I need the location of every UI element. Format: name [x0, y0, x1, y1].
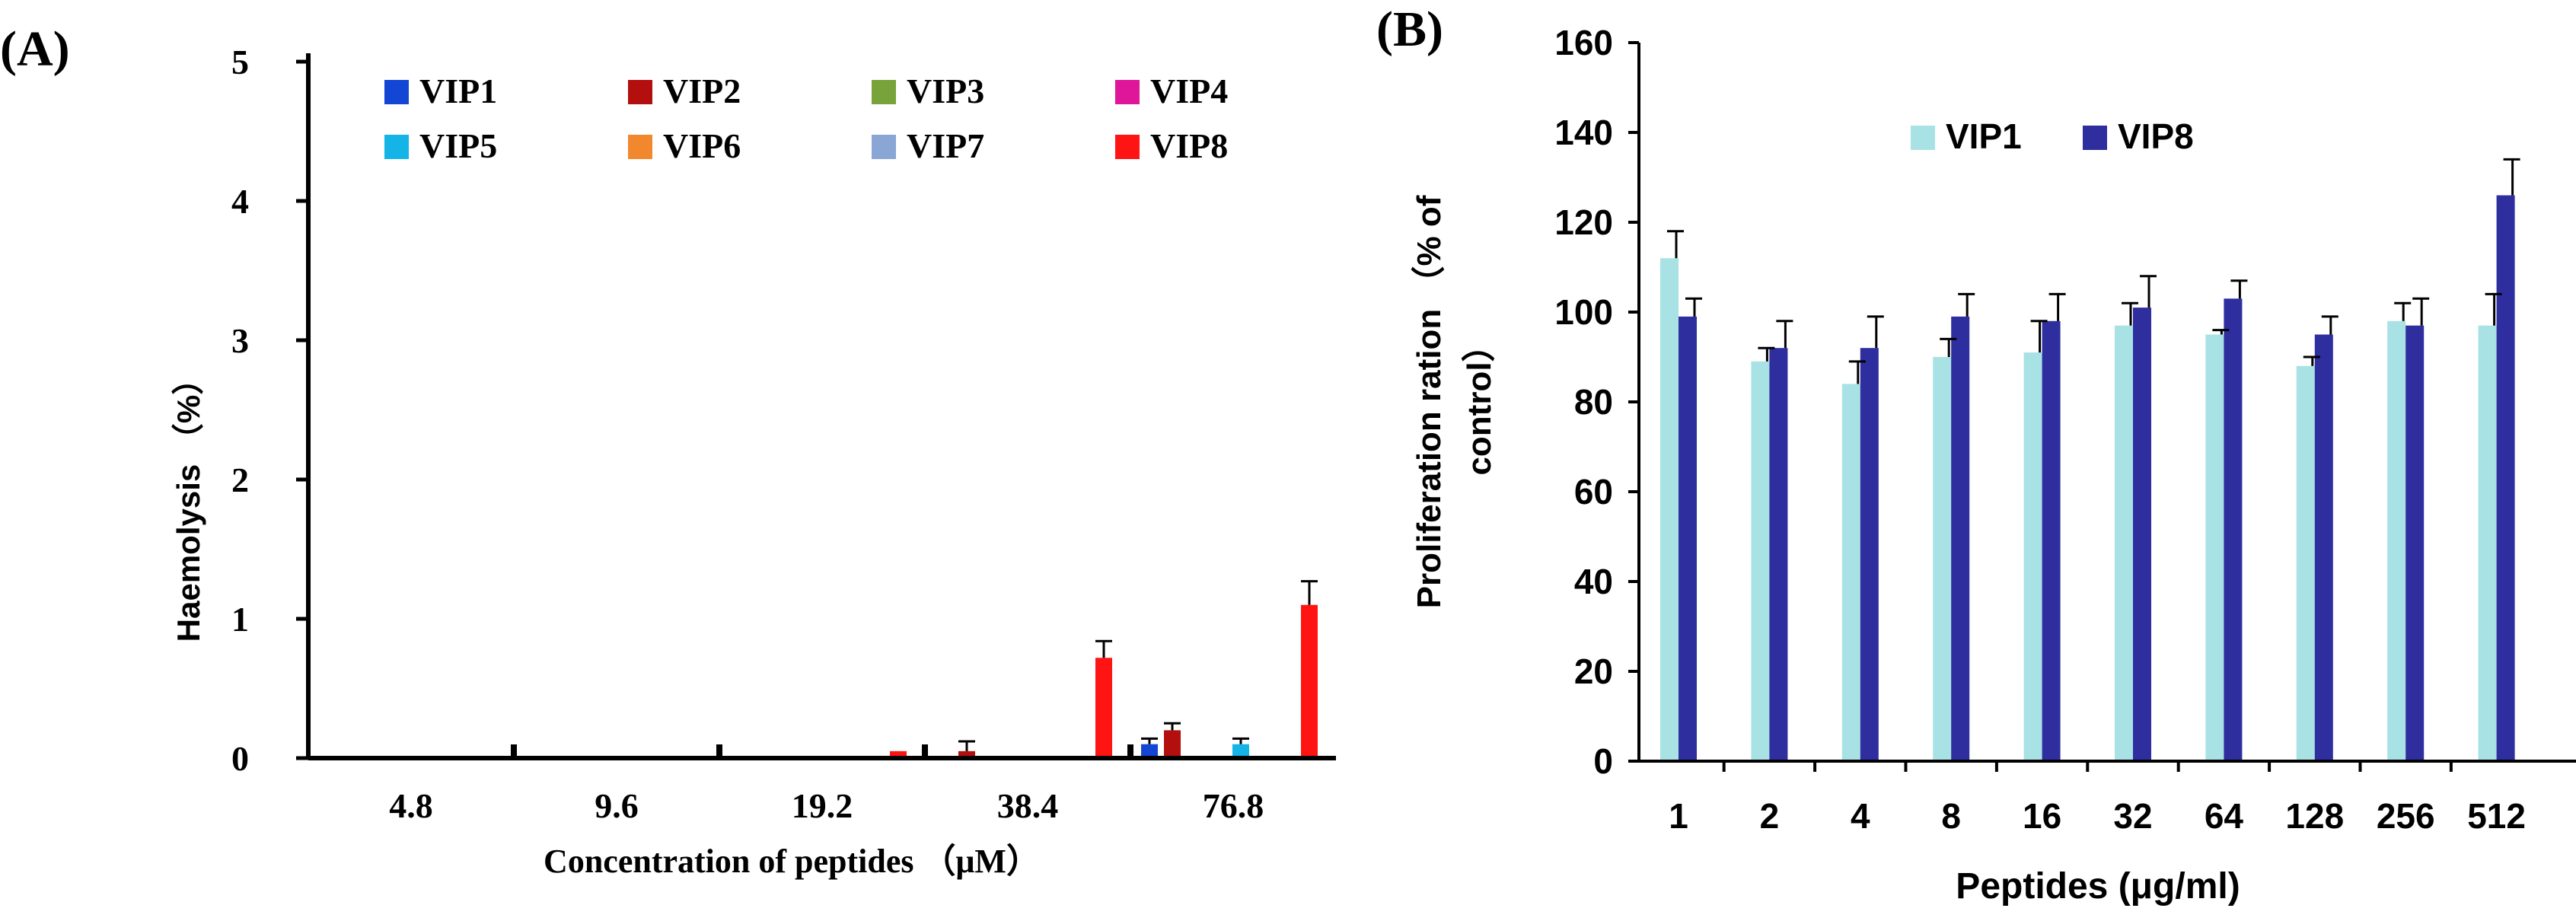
panel-a-label: (A)	[0, 21, 70, 77]
x-tick-label-16: 16	[2023, 796, 2061, 836]
bar-vip8-1	[1679, 316, 1697, 761]
x-tick-label-512: 512	[2467, 796, 2526, 836]
bar-vip2-76-8	[1164, 730, 1181, 758]
x-tick-label-76-8: 76.8	[1203, 786, 1264, 825]
legend-swatch-vip6	[628, 135, 652, 159]
bar-vip1-32	[2115, 325, 2133, 761]
x-tick-label-19-2: 19.2	[792, 786, 853, 825]
legend-swatch-vip1	[1911, 126, 1935, 150]
bar-vip8-512	[2496, 195, 2515, 762]
bar-vip8-4	[1860, 348, 1879, 761]
bar-vip1-2	[1751, 361, 1770, 761]
y-tick-label-1: 1	[231, 600, 249, 639]
bar-vip8-2	[1769, 348, 1788, 761]
bar-vip1-512	[2478, 325, 2497, 761]
y-tick-label-4: 4	[231, 182, 249, 221]
panel-b-bars	[1660, 195, 2515, 762]
legend-label-vip5: VIP5	[419, 126, 497, 165]
legend-swatch-vip3	[872, 80, 896, 104]
x-tick-label-4-8: 4.8	[389, 786, 433, 825]
legend-swatch-vip8	[2083, 126, 2107, 150]
x-tick-label-32: 32	[2113, 796, 2152, 836]
panel-a-legend: VIP1 VIP2 VIP3 VIP4 VIP5 VIP6 VIP7 VIP8	[384, 72, 1228, 165]
y-tick-label-160: 160	[1554, 23, 1613, 62]
panel-a-x-axis-label: Concentration of peptides （μM）	[544, 843, 1040, 880]
bar-vip8-8	[1951, 316, 1970, 761]
panel-a-y-ticks: 0 1 2 3 4 5	[231, 43, 308, 778]
bar-vip8-16	[2042, 320, 2061, 761]
panel-b-y-axis-label-line1: Proliferation ration （% of	[1411, 195, 1448, 608]
y-tick-label-3: 3	[231, 321, 249, 360]
bar-vip5-76-8	[1232, 744, 1249, 758]
y-tick-label-0: 0	[1593, 741, 1613, 781]
legend-label-vip3: VIP3	[907, 72, 984, 110]
panel-b-legend: VIP1 VIP8	[1911, 116, 2194, 156]
bar-vip1-4	[1841, 384, 1860, 761]
legend-swatch-vip2	[628, 80, 652, 104]
bar-vip1-128	[2296, 365, 2315, 761]
legend-swatch-vip5	[384, 135, 409, 159]
legend-label-vip8: VIP8	[2118, 116, 2194, 156]
bar-vip8-128	[2314, 334, 2333, 761]
x-tick-label-9-6: 9.6	[595, 786, 639, 825]
y-tick-label-5: 5	[231, 43, 249, 81]
bar-vip8-19-2	[890, 751, 907, 758]
x-tick-label-8: 8	[1941, 796, 1961, 836]
y-tick-label-2: 2	[231, 460, 249, 499]
x-tick-label-4: 4	[1851, 796, 1870, 836]
panel-b-chart: 0 20 40 60 80 100 120 140 160 1 2 4 8 16 32 64 128 256 51…	[1411, 23, 2576, 907]
panel-a-bars	[319, 604, 1318, 759]
panel-b-x-ticks: 1 2 4 8 16 32 64 128 256 512	[1669, 761, 2526, 836]
legend-label-vip1: VIP1	[1946, 116, 2022, 156]
x-tick-label-2: 2	[1760, 796, 1780, 836]
panel-b-x-axis-label: Peptides (μg/ml)	[1956, 866, 2240, 907]
bar-vip8-76-8	[1301, 604, 1318, 758]
legend-swatch-vip4	[1115, 80, 1140, 104]
bar-vip8-256	[2405, 325, 2425, 761]
panel-b-error-bars	[1667, 158, 2520, 384]
panel-a-x-ticks: 4.8 9.6 19.2 38.4 76.8	[389, 744, 1264, 825]
bar-vip1-1	[1660, 258, 1679, 761]
bar-vip1-76-8	[1141, 744, 1158, 758]
x-tick-label-64: 64	[2205, 796, 2244, 836]
bar-vip1-16	[2023, 352, 2042, 762]
y-tick-label-0: 0	[231, 739, 249, 778]
y-tick-label-120: 120	[1554, 202, 1613, 242]
x-tick-label-38-4: 38.4	[997, 786, 1059, 825]
legend-label-vip8: VIP8	[1150, 126, 1228, 165]
bar-vip8-64	[2224, 298, 2243, 761]
legend-label-vip7: VIP7	[907, 126, 984, 165]
legend-label-vip4: VIP4	[1150, 72, 1228, 110]
bar-vip8-32	[2133, 308, 2151, 762]
y-tick-label-20: 20	[1574, 652, 1613, 691]
legend-swatch-vip7	[872, 135, 896, 159]
panel-b-y-axis-label-line2: control）	[1461, 328, 1498, 475]
bar-vip1-8	[1933, 357, 1952, 761]
bar-vip2-38-4	[958, 751, 975, 758]
legend-label-vip1: VIP1	[419, 72, 497, 110]
legend-label-vip2: VIP2	[663, 72, 741, 110]
legend-swatch-vip8	[1115, 135, 1140, 159]
legend-swatch-vip1	[384, 80, 409, 104]
y-tick-label-140: 140	[1554, 113, 1613, 152]
y-tick-label-40: 40	[1574, 562, 1613, 601]
legend-label-vip6: VIP6	[663, 126, 741, 165]
panel-a-error-bars	[958, 580, 1318, 751]
y-tick-label-80: 80	[1574, 382, 1613, 422]
panel-a-y-axis-label: Haemolysis （%）	[171, 363, 206, 642]
y-tick-label-100: 100	[1554, 292, 1613, 332]
y-tick-label-60: 60	[1574, 472, 1613, 511]
x-tick-label-256: 256	[2377, 796, 2435, 836]
x-tick-label-1: 1	[1669, 796, 1688, 836]
bar-vip1-64	[2205, 334, 2224, 761]
panel-b-y-ticks: 0 20 40 60 80 100 120 140 160	[1554, 23, 1639, 781]
bar-vip1-256	[2387, 320, 2406, 761]
panel-b-label: (B)	[1376, 2, 1443, 57]
bar-vip8-38-4	[1095, 658, 1112, 758]
x-tick-label-128: 128	[2285, 796, 2344, 836]
